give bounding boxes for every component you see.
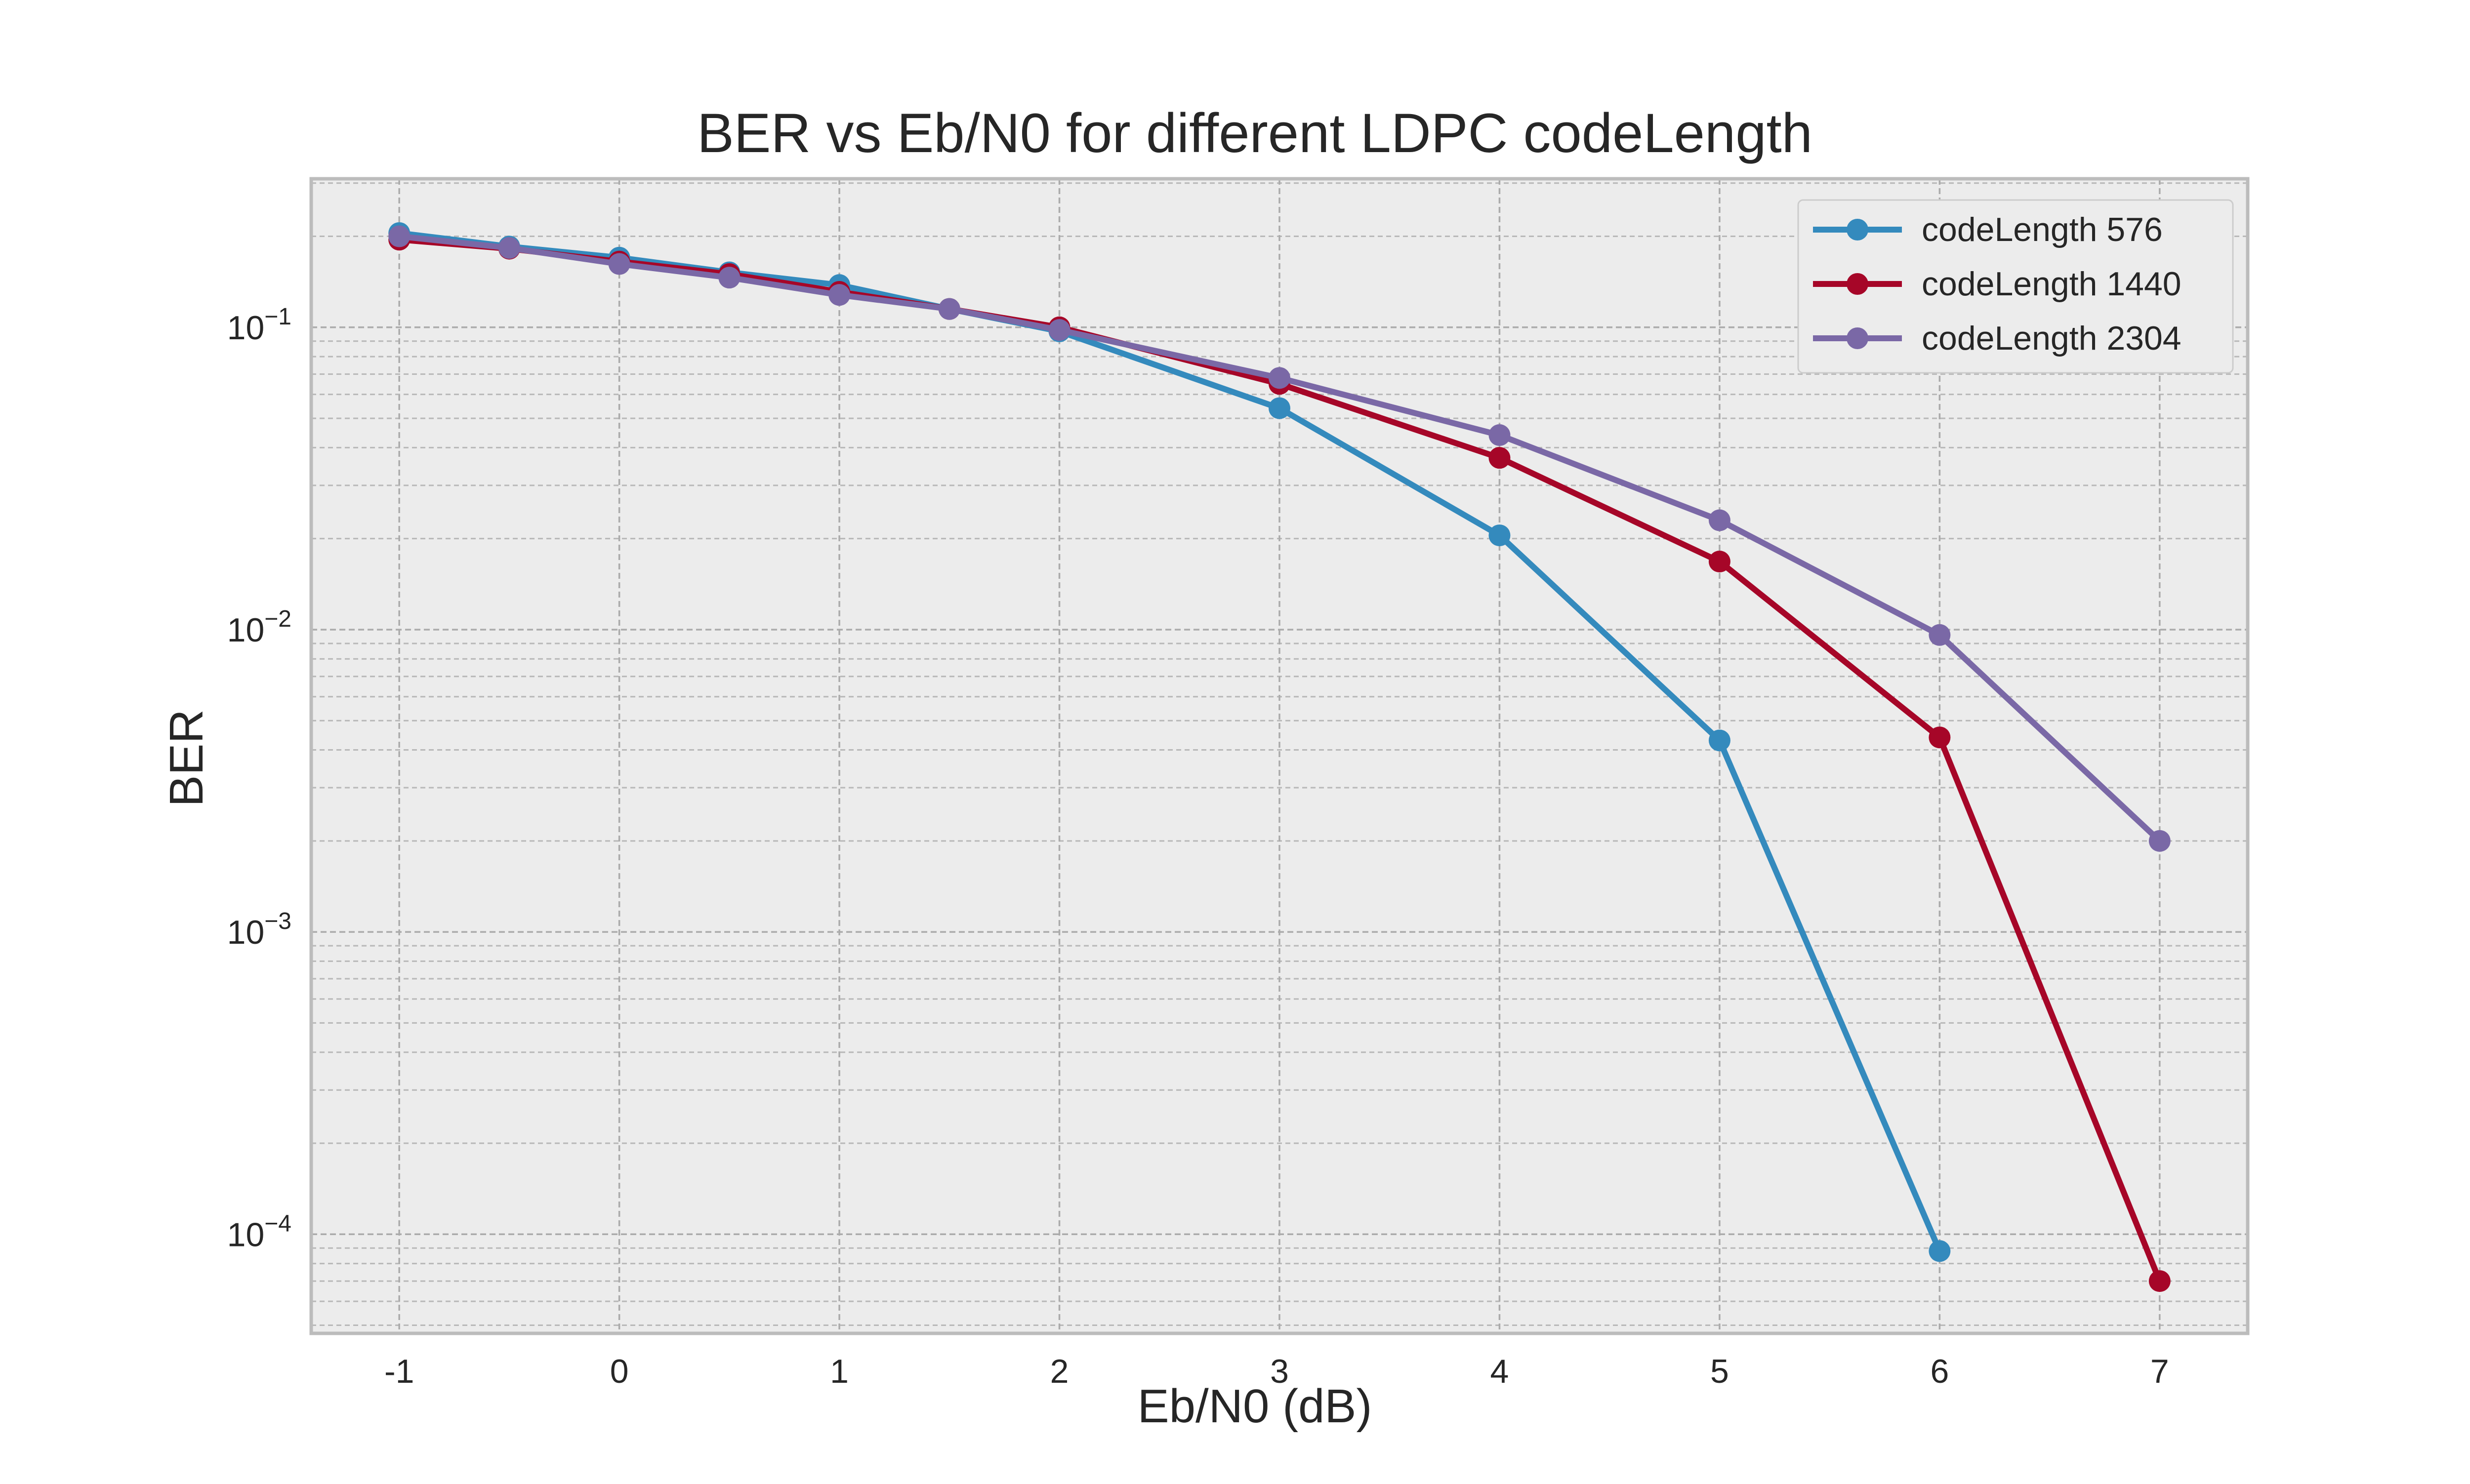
y-tick-label: 10−4 (227, 1210, 291, 1253)
y-tick-label: 10−3 (227, 908, 291, 951)
chart-title: BER vs Eb/N0 for different LDPC codeLeng… (697, 102, 1812, 164)
legend-box (1797, 199, 2234, 374)
series-line (399, 233, 2162, 843)
data-point (1708, 729, 1730, 752)
data-point (1929, 624, 1951, 646)
data-point (1488, 524, 1511, 547)
x-tick-label: 2 (1050, 1353, 1069, 1390)
legend: codeLength 576 codeLength 1440 codeLength … (1797, 199, 2234, 374)
data-point (388, 225, 411, 247)
data-point (498, 237, 520, 259)
legend-marker (1847, 273, 1868, 295)
data-point (2148, 830, 2171, 852)
data-point (1929, 726, 1951, 749)
plot-frame (309, 177, 2250, 1335)
legend-marker (1847, 219, 1868, 241)
x-tick-label: 1 (830, 1353, 849, 1390)
data-point (1269, 367, 1290, 389)
data-point (1929, 1240, 1951, 1262)
data-point (718, 267, 741, 289)
data-point (1708, 551, 1730, 573)
x-tick-label: -1 (384, 1353, 414, 1390)
y-tick-label: 10−2 (227, 606, 291, 649)
y-axis-label: BER (160, 709, 213, 806)
legend-label: codeLength 1440 (1922, 265, 2182, 303)
legend-label: codeLength 576 (1922, 211, 2163, 248)
legend-label: codeLength 2304 (1922, 320, 2182, 357)
x-tick-label: 4 (1490, 1353, 1509, 1390)
data-point (1269, 397, 1290, 419)
data-point (1488, 424, 1511, 446)
data-point (608, 253, 630, 275)
data-point (2148, 1270, 2171, 1292)
data-point (1708, 509, 1730, 531)
x-tick-label: 3 (1270, 1353, 1289, 1390)
x-tick-label: 5 (1710, 1353, 1729, 1390)
x-tick-label: 0 (610, 1353, 629, 1390)
y-tick-label: 10−1 (227, 304, 291, 347)
legend-marker (1847, 327, 1868, 349)
data-point (1048, 319, 1070, 341)
data-point (938, 298, 960, 320)
x-axis-label: Eb/N0 (dB) (1138, 1380, 1372, 1433)
data-point (828, 284, 851, 306)
data-point (1488, 447, 1511, 469)
x-tick-label: 7 (2150, 1353, 2169, 1390)
x-tick-label: 6 (1930, 1353, 1949, 1390)
series-3 (388, 225, 2171, 852)
